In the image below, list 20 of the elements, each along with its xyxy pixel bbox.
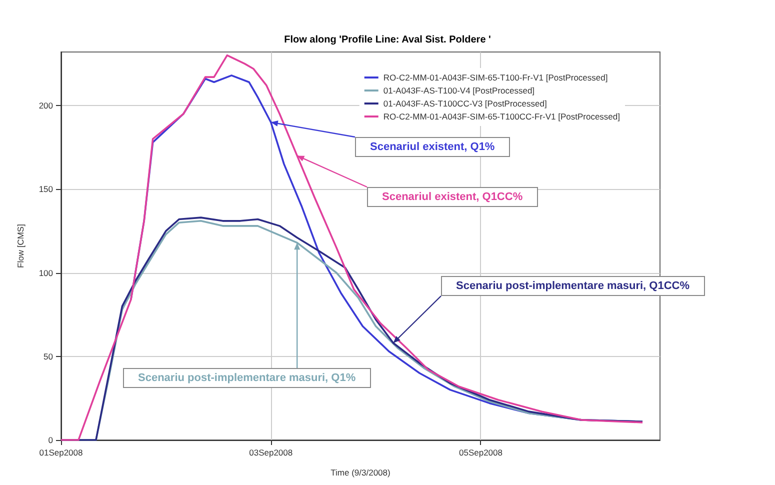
y-tick-label: 50 <box>44 351 54 362</box>
legend-label: RO-C2-MM-01-A043F-SIM-65-T100-Fr-V1 [PostProcessed] <box>383 72 608 82</box>
x-tick-label: 03Sep2008 <box>249 448 293 458</box>
legend-label: 01-A043F-AS-T100CC-V3 [PostProcessed] <box>383 98 547 108</box>
annotation: Scenariu post-implementare masuri, Q1% <box>123 368 371 388</box>
x-tick-label: 01Sep2008 <box>39 448 84 458</box>
y-tick-label: 0 <box>48 435 54 445</box>
y-tick-label: 100 <box>38 268 54 278</box>
chart-title: Flow along 'Profile Line: Aval Sist. Poldere ' <box>284 34 491 46</box>
y-axis-title: Flow [CMS] <box>16 224 26 268</box>
legend-label: 01-A043F-AS-T100-V4 [PostProcessed] <box>383 86 535 96</box>
x-tick-label: 05Sep2008 <box>458 448 503 458</box>
annotation: Scenariu post-implementare masuri, Q1CC% <box>441 276 705 296</box>
x-axis-title: Time (9/3/2008) <box>330 468 391 478</box>
annotation: Scenariul existent, Q1% <box>355 137 510 157</box>
legend-label: RO-C2-MM-01-A043F-SIM-65-T100CC-Fr-V1 [PostProcessed] <box>383 112 620 122</box>
y-tick-label: 200 <box>38 100 54 111</box>
y-tick-label: 150 <box>38 184 54 194</box>
line-series <box>60 54 644 441</box>
annotation: Scenariul existent, Q1CC% <box>367 187 538 207</box>
